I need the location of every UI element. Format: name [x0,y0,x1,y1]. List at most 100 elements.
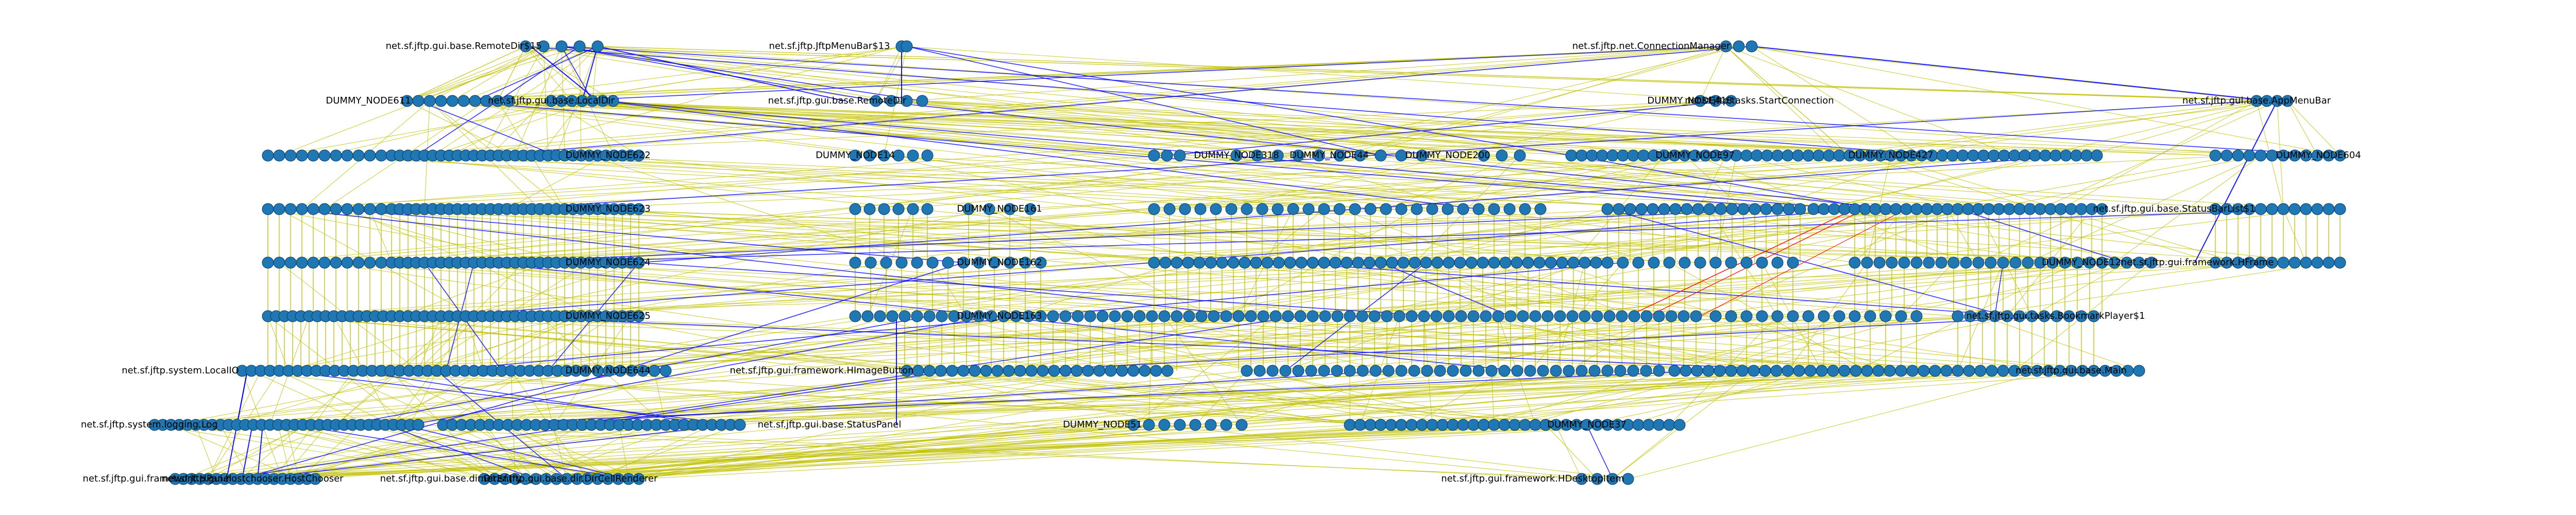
dependency-edge [1628,370,1811,425]
graph-node [1879,310,1892,322]
graph-node [1952,203,1964,215]
graph-node [1220,419,1232,431]
dependency-edge [429,46,544,101]
graph-node [973,310,985,322]
dependency-edge [994,209,1989,263]
graph-node [1171,256,1183,269]
dependency-edge [597,46,1381,156]
graph-node [1047,310,1059,322]
dependency-edge [385,370,530,425]
dependency-edge [556,424,1629,479]
graph-node [273,203,285,215]
graph-node [1849,310,1861,322]
graph-node [1725,256,1737,269]
graph-node [1783,203,1795,215]
dependency-edge [589,155,918,263]
node-label: DUMMY_NODE622 [565,150,650,161]
graph-node [1354,149,1366,162]
dependency-edge [535,370,953,425]
highlight-edge [1380,262,1511,317]
dependency-edge [539,100,583,156]
graph-node [273,149,285,162]
node-label: net.sf.jftp.gui.base.AppMenuBar [2182,95,2331,106]
graph-node [1669,203,1682,215]
dependency-edge [249,424,1587,479]
graph-node [1269,310,1282,322]
graph-node [1019,256,1031,269]
highlight-edge [385,424,536,479]
dependency-edge [891,100,1502,156]
dependency-edge [1491,370,1495,425]
graph-node [885,95,897,107]
graph-node [1003,365,1015,377]
node-label: DUMMY_NODE14 [816,150,895,161]
dependency-edge [1339,46,1739,156]
dependency-edge [279,155,1167,210]
graph-node [1967,149,1979,162]
dependency-edge [191,370,1913,479]
node-label: DUMMY_NODE604 [2276,150,2361,161]
graph-node [1864,310,1876,322]
dependency-edge [1370,370,2140,425]
dependency-edge [1360,46,1726,156]
highlight-edge [1020,316,2057,371]
dependency-edge [1901,262,1954,317]
graph-node [1596,149,1608,162]
graph-node [1420,256,1432,269]
graph-node [1232,310,1245,322]
graph-node [1478,149,1490,162]
graph-node [1375,256,1387,269]
graph-node [1004,203,1016,215]
dependency-edge [236,316,1326,425]
graph-node [1833,310,1845,322]
dependency-edge [1362,262,2115,317]
node-label: net.sf.jftp.gui.base.StatusPanel [758,419,902,430]
dependency-edge [269,424,629,479]
graph-node [341,149,353,162]
graph-node [1603,310,1616,322]
graph-node [1694,256,1706,269]
graph-node [1974,365,1987,377]
graph-node [1565,149,1578,162]
graph-node [1318,256,1330,269]
graph-node [935,365,947,377]
graph-node [1341,256,1353,269]
graph-node [1443,256,1455,269]
graph-node [1812,149,1825,162]
highlight-edge [1751,46,2273,101]
graph-node [1756,256,1768,269]
dependency-edge [561,100,1642,210]
dependency-edge [482,46,902,156]
graph-node [1977,149,1990,162]
graph-node [1442,203,1454,215]
dependency-edge [286,424,299,479]
dependency-edge [922,100,2318,156]
dependency-edge [307,424,1165,479]
graph-node [1514,149,1526,162]
graph-node [1986,365,1998,377]
graph-node [262,203,274,215]
graph-node [1972,256,1985,269]
graph-node [1035,310,1047,322]
graph-node [1375,149,1387,162]
dependency-edge [1151,316,1389,371]
graph-node [2281,95,2294,107]
dependency-edge [535,424,685,479]
graph-node [1534,203,1547,215]
dependency-edge [358,209,573,263]
highlight-edge [1285,262,1427,371]
graph-node [1035,256,1047,269]
dependency-edge [891,100,2216,156]
graph-node [861,310,874,322]
dependency-edge [592,46,598,101]
dependency-edge [546,370,1608,479]
graph-node [1331,365,1343,377]
dependency-edge [665,370,1981,425]
graph-node [1004,256,1016,269]
graph-node [423,95,436,107]
graph-node [1478,419,1490,431]
graph-node [1488,203,1500,215]
graph-node [352,149,365,162]
highlight-edge [1607,209,2008,317]
dependency-edge [607,370,1608,479]
